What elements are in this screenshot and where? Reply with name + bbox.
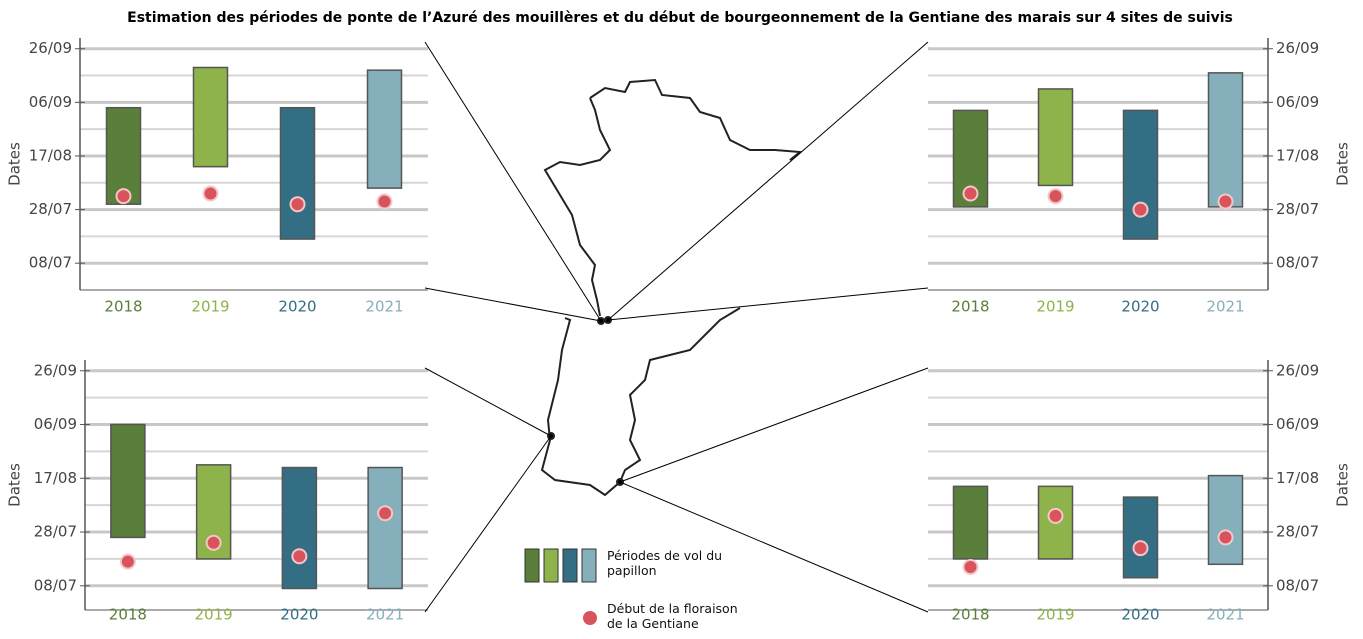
x-tick-label: 2020 xyxy=(1121,606,1159,624)
flowering-dot xyxy=(1132,201,1149,218)
flowering-dot xyxy=(1047,507,1064,524)
flowering-dot xyxy=(115,188,132,205)
range-bar xyxy=(1122,109,1159,240)
range-bar xyxy=(367,466,403,590)
y-tick-label: 08/07 xyxy=(1276,576,1319,594)
x-tick-label: 2020 xyxy=(280,606,318,624)
flowering-dot xyxy=(291,548,308,565)
range-bar xyxy=(281,466,318,590)
flowering-dot xyxy=(289,196,306,213)
x-tick-label: 2021 xyxy=(1206,298,1244,316)
y-tick-label: 06/09 xyxy=(34,415,77,433)
y-tick-label: 06/09 xyxy=(1276,415,1319,433)
x-tick-label: 2018 xyxy=(951,298,989,316)
chart-title: Estimation des périodes de ponte de l’Az… xyxy=(127,10,1233,26)
legend-label: Périodes de vol du papillon xyxy=(607,548,723,578)
x-tick-label: 2021 xyxy=(366,606,404,624)
y-axis-label: Dates xyxy=(1334,142,1352,186)
y-tick-label: 28/07 xyxy=(1276,200,1319,218)
connectors xyxy=(424,41,929,613)
legend-swatch xyxy=(524,548,540,583)
map xyxy=(540,78,803,497)
flowering-dot xyxy=(202,185,219,202)
x-tick-label: 2019 xyxy=(195,606,233,624)
flowering-dot xyxy=(376,193,393,210)
x-tick-label: 2018 xyxy=(109,606,147,624)
y-tick-label: 26/09 xyxy=(1276,361,1319,379)
legend-swatch xyxy=(543,548,559,583)
y-axis-label: Dates xyxy=(6,463,24,507)
x-tick-label: 2021 xyxy=(365,298,403,316)
range-bar xyxy=(1207,72,1244,208)
y-tick-label: 08/07 xyxy=(34,576,77,594)
range-bar xyxy=(1207,474,1244,566)
range-bar xyxy=(1122,496,1159,579)
y-tick-label: 17/08 xyxy=(34,469,77,487)
range-bar xyxy=(279,106,316,240)
range-bar xyxy=(366,69,403,189)
x-tick-label: 2021 xyxy=(1206,606,1244,624)
y-tick-label: 08/07 xyxy=(29,254,72,272)
range-bar xyxy=(952,485,989,560)
y-tick-label: 28/07 xyxy=(1276,523,1319,541)
legend-swatch xyxy=(581,548,597,583)
y-axis-label: Dates xyxy=(1334,463,1352,507)
flowering-dot xyxy=(1217,529,1234,546)
x-tick-label: 2020 xyxy=(278,298,316,316)
x-tick-label: 2020 xyxy=(1121,298,1159,316)
flowering-dot xyxy=(1047,188,1064,205)
y-tick-label: 17/08 xyxy=(1276,146,1319,164)
x-tick-label: 2019 xyxy=(1036,298,1074,316)
flowering-dot xyxy=(205,534,222,551)
range-bar xyxy=(1037,88,1074,187)
y-tick-label: 28/07 xyxy=(34,523,77,541)
y-tick-label: 26/09 xyxy=(1276,39,1319,57)
flowering-dot xyxy=(1217,193,1234,210)
range-bar xyxy=(110,423,146,539)
y-tick-label: 26/09 xyxy=(34,361,77,379)
x-tick-label: 2019 xyxy=(191,298,229,316)
range-bar xyxy=(192,66,229,168)
x-tick-label: 2018 xyxy=(104,298,142,316)
y-tick-label: 17/08 xyxy=(1276,469,1319,487)
flowering-dot xyxy=(962,558,979,575)
flowering-dot xyxy=(1132,540,1149,557)
y-tick-label: 06/09 xyxy=(1276,93,1319,111)
legend-label: Début de la floraison de la Gentiane xyxy=(607,601,738,631)
flowering-dot xyxy=(119,553,136,570)
y-tick-label: 17/08 xyxy=(29,146,72,164)
y-tick-label: 26/09 xyxy=(29,39,72,57)
x-tick-label: 2018 xyxy=(951,606,989,624)
y-tick-label: 06/09 xyxy=(29,93,72,111)
flowering-dot xyxy=(377,505,394,522)
legend-dot xyxy=(583,611,597,625)
y-tick-label: 28/07 xyxy=(29,200,72,218)
x-tick-label: 2019 xyxy=(1036,606,1074,624)
flowering-dot xyxy=(962,185,979,202)
y-tick-label: 08/07 xyxy=(1276,254,1319,272)
range-bar xyxy=(105,106,142,205)
y-axis-label: Dates xyxy=(6,142,24,186)
legend-swatch xyxy=(562,548,578,583)
